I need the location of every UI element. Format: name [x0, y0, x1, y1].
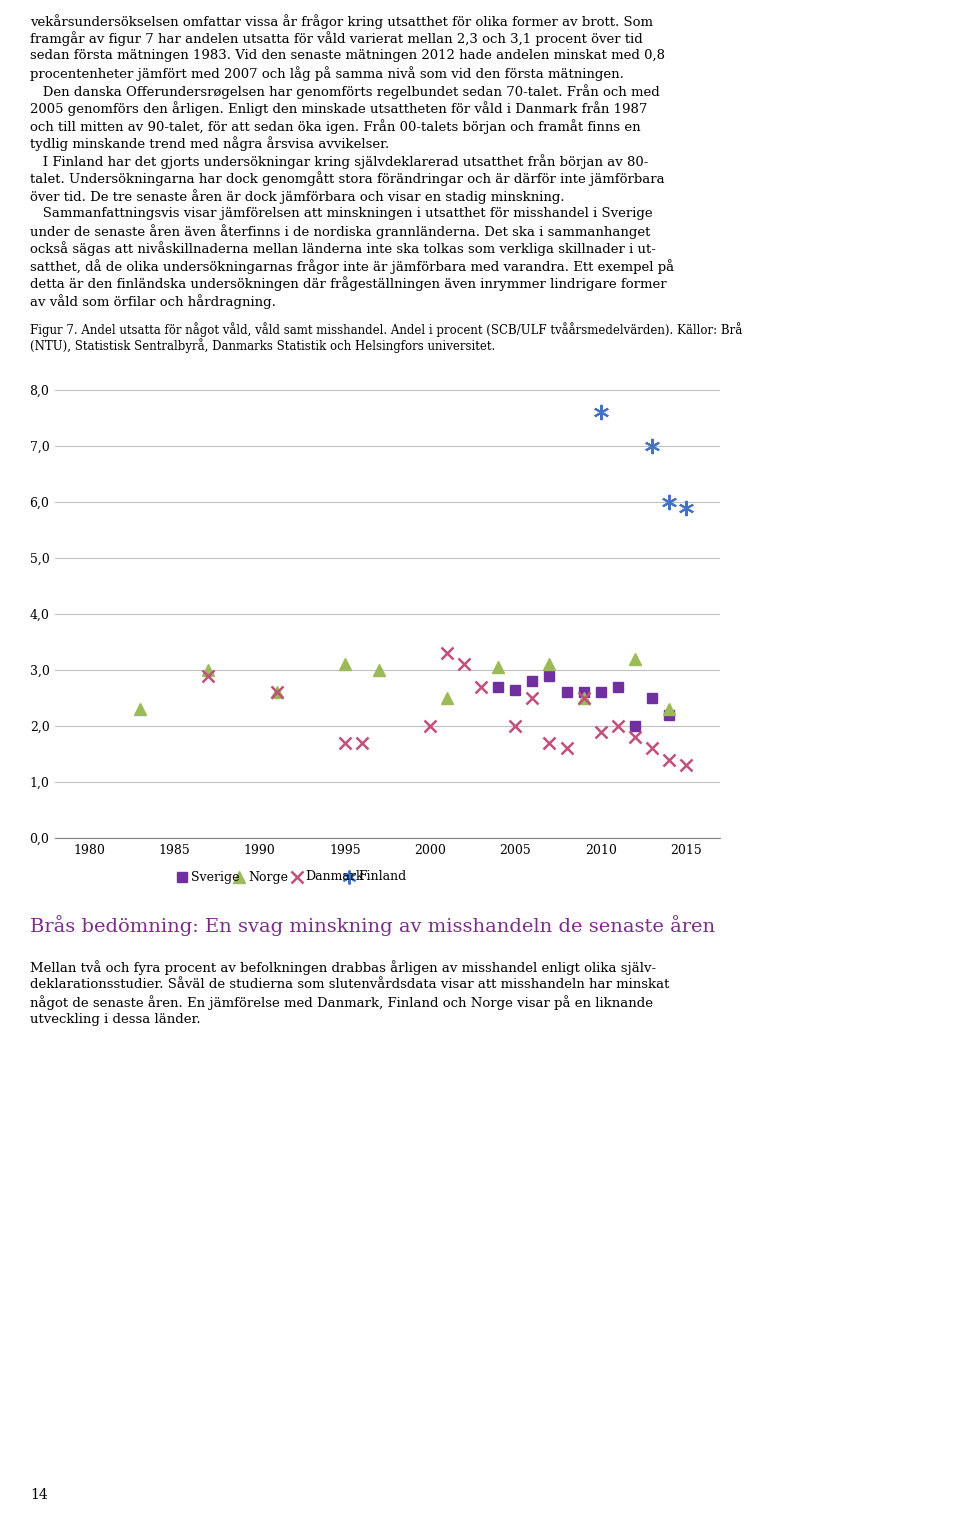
Text: vekårsundersökselsen omfattar vissa år frågor kring utsatthet för olika former a: vekårsundersökselsen omfattar vissa år f… [30, 14, 653, 29]
Text: Finland: Finland [359, 870, 407, 884]
Text: detta är den finländska undersökningen där frågeställningen även inrymmer lindri: detta är den finländska undersökningen d… [30, 276, 666, 291]
Text: procentenheter jämfört med 2007 och låg på samma nivå som vid den första mätning: procentenheter jämfört med 2007 och låg … [30, 67, 624, 82]
Text: sedan första mätningen 1983. Vid den senaste mätningen 2012 hade andelen minskat: sedan första mätningen 1983. Vid den sen… [30, 49, 665, 62]
Text: framgår av figur 7 har andelen utsatta för våld varierat mellan 2,3 och 3,1 proc: framgår av figur 7 har andelen utsatta f… [30, 32, 643, 47]
Text: Danmark: Danmark [305, 870, 364, 884]
Text: över tid. De tre senaste åren är dock jämförbara och visar en stadig minskning.: över tid. De tre senaste åren är dock jä… [30, 190, 564, 203]
Text: något de senaste åren. En jämförelse med Danmark, Finland och Norge visar på en : något de senaste åren. En jämförelse med… [30, 994, 653, 1010]
Text: satthet, då de olika undersökningarnas frågor inte är jämförbara med varandra. E: satthet, då de olika undersökningarnas f… [30, 259, 674, 274]
Text: av våld som örfilar och hårdragning.: av våld som örfilar och hårdragning. [30, 294, 276, 309]
Text: Sammanfattningsvis visar jämförelsen att minskningen i utsatthet för misshandel : Sammanfattningsvis visar jämförelsen att… [30, 206, 653, 220]
Text: Mellan två och fyra procent av befolkningen drabbas årligen av misshandel enligt: Mellan två och fyra procent av befolknin… [30, 960, 656, 975]
Text: Brås bedömning: En svag minskning av misshandeln de senaste åren: Brås bedömning: En svag minskning av mis… [30, 916, 715, 935]
Text: Norge: Norge [249, 870, 288, 884]
Text: och till mitten av 90-talet, för att sedan öka igen. Från 00-talets början och f: och till mitten av 90-talet, för att sed… [30, 118, 640, 133]
Text: 2005 genomförs den årligen. Enligt den minskade utsattheten för våld i Danmark f: 2005 genomförs den årligen. Enligt den m… [30, 102, 647, 117]
Text: också sägas att nivåskillnaderna mellan länderna inte ska tolkas som verkliga sk: också sägas att nivåskillnaderna mellan … [30, 241, 656, 256]
Text: Den danska Offerundersrøgelsen har genomförts regelbundet sedan 70-talet. Från o: Den danska Offerundersrøgelsen har genom… [30, 83, 660, 99]
Text: (NTU), Statistisk Sentralbyrå, Danmarks Statistik och Helsingfors universitet.: (NTU), Statistisk Sentralbyrå, Danmarks … [30, 338, 495, 353]
Text: 14: 14 [30, 1489, 48, 1502]
Text: utveckling i dessa länder.: utveckling i dessa länder. [30, 1013, 201, 1025]
Text: talet. Undersökningarna har dock genomgått stora förändringar och är därför inte: talet. Undersökningarna har dock genomgå… [30, 171, 664, 186]
Text: under de senaste åren även återfinns i de nordiska grannländerna. Det ska i samm: under de senaste åren även återfinns i d… [30, 224, 650, 240]
Text: Sverige: Sverige [191, 870, 239, 884]
Text: tydlig minskande trend med några årsvisa avvikelser.: tydlig minskande trend med några årsvisa… [30, 136, 389, 152]
Text: I Finland har det gjorts undersökningar kring självdeklarerad utsatthet från bör: I Finland har det gjorts undersökningar … [30, 155, 648, 168]
Text: Figur 7. Andel utsatta för något våld, våld samt misshandel. Andel i procent (SC: Figur 7. Andel utsatta för något våld, v… [30, 321, 742, 337]
Text: deklarationsstudier. Såväl de studierna som slutenvårdsdata visar att misshandel: deklarationsstudier. Såväl de studierna … [30, 978, 669, 990]
